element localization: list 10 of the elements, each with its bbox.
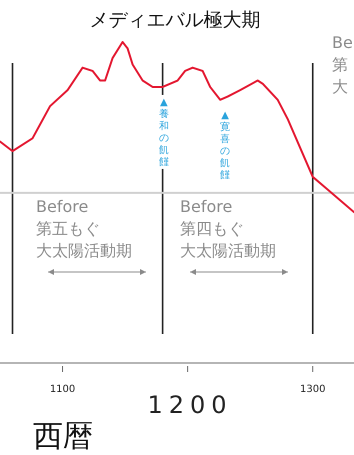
text: 1200 (147, 391, 233, 419)
annotation: Be 第大 (332, 33, 353, 96)
chart-title: メディエバル極大期 (90, 9, 260, 31)
annotation: ▲寛喜の飢饉 (220, 110, 230, 181)
x-axis-title: 西暦 (33, 419, 93, 454)
x-tick-label: 1100 (50, 384, 76, 395)
annotation: Before 第五もぐ大太陽活動期 (36, 197, 132, 260)
x-tick-label: 1300 (300, 384, 326, 395)
annotation: ▲養和の飢饉 (158, 96, 169, 168)
annotation: Before 第四もぐ大太陽活動期 (180, 197, 276, 260)
